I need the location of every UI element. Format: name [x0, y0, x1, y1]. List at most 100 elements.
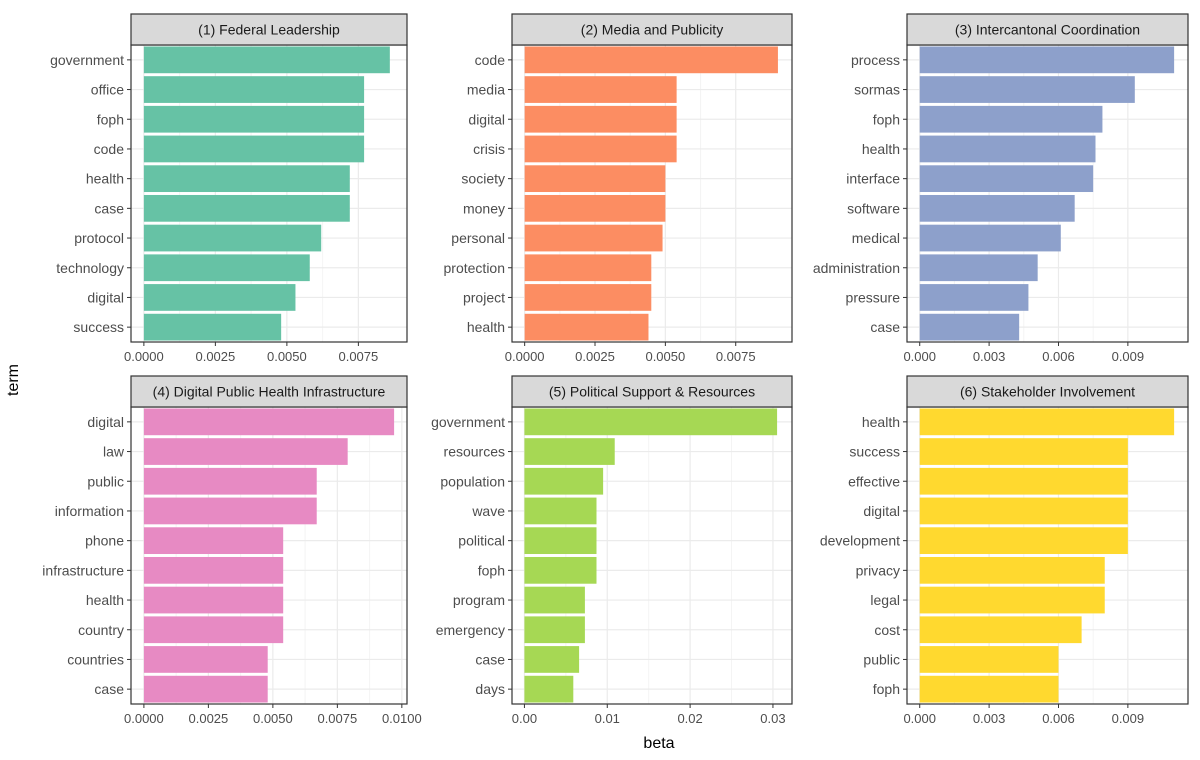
- bar-government: [524, 408, 778, 436]
- y-tick-label: protection: [444, 260, 505, 276]
- bar-political: [524, 527, 597, 555]
- bar-society: [524, 165, 666, 193]
- facet-title: (2) Media and Publicity: [581, 22, 723, 38]
- bar-foph: [919, 675, 1059, 703]
- bar-effective: [919, 467, 1128, 495]
- x-tick-label: 0.0075: [317, 711, 357, 726]
- y-axis-title: term: [5, 364, 22, 396]
- y-tick-label: cost: [874, 622, 900, 638]
- y-tick-label: case: [870, 319, 900, 335]
- bar-foph: [919, 105, 1103, 133]
- bar-digital: [919, 497, 1128, 525]
- y-tick-label: money: [463, 200, 505, 216]
- y-tick-label: law: [103, 444, 125, 460]
- bar-crisis: [524, 135, 677, 163]
- x-tick-label: 0.0050: [253, 711, 293, 726]
- bar-public: [919, 646, 1059, 673]
- bar-digital: [143, 284, 296, 311]
- x-tick-label: 0.01: [595, 711, 620, 726]
- y-tick-label: resources: [444, 444, 505, 460]
- facet-3: (3) Intercantonal Coordination process sor…: [813, 13, 1189, 364]
- facet-1: (1) Federal Leadership government office fo…: [50, 13, 408, 364]
- bar-office: [143, 76, 365, 103]
- x-tick-label: 0.0000: [124, 349, 164, 364]
- y-tick-label: administration: [813, 260, 900, 276]
- bar-personal: [524, 224, 663, 252]
- facet-4: (4) Digital Public Health Infrastructure…: [42, 375, 422, 726]
- bar-wave: [524, 497, 597, 525]
- y-tick-label: foph: [478, 562, 505, 578]
- y-tick-label: digital: [468, 111, 505, 127]
- x-tick-label: 0.000: [903, 711, 936, 726]
- y-tick-label: government: [431, 414, 505, 430]
- facet-strip: [511, 375, 793, 408]
- facet-panels: (1) Federal Leadership government office fo…: [42, 13, 1189, 726]
- y-tick-label: emergency: [436, 622, 505, 638]
- x-tick-label: 0.0100: [382, 711, 422, 726]
- facet-title: (6) Stakeholder Involvement: [960, 384, 1135, 400]
- bar-health: [143, 165, 350, 193]
- bar-foph: [524, 556, 597, 584]
- bar-public: [143, 467, 317, 495]
- x-tick-label: 0.009: [1112, 349, 1145, 364]
- y-tick-label: case: [94, 681, 124, 697]
- y-tick-label: health: [467, 319, 505, 335]
- x-tick-label: 0.000: [903, 349, 936, 364]
- bar-emergency: [524, 616, 585, 644]
- bar-technology: [143, 254, 310, 282]
- y-tick-label: success: [849, 444, 900, 460]
- bar-process: [919, 46, 1175, 74]
- bar-country: [143, 616, 284, 644]
- bar-case: [524, 646, 580, 673]
- y-tick-label: phone: [85, 533, 124, 549]
- y-tick-label: days: [475, 681, 505, 697]
- y-tick-label: political: [458, 533, 505, 549]
- facet-title: (5) Political Support & Resources: [549, 384, 755, 400]
- y-tick-label: wave: [471, 503, 505, 519]
- y-tick-label: countries: [67, 651, 124, 667]
- y-tick-label: success: [73, 319, 124, 335]
- x-tick-label: 0.009: [1112, 711, 1145, 726]
- bar-health: [524, 313, 649, 341]
- bar-media: [524, 76, 677, 103]
- bar-case: [143, 194, 350, 222]
- facet-title: (3) Intercantonal Coordination: [955, 22, 1140, 38]
- facet-6: (6) Stakeholder Involvement health success…: [820, 375, 1189, 726]
- facet-2: (2) Media and Publicity code media digital c…: [444, 13, 793, 364]
- y-tick-label: infrastructure: [42, 562, 124, 578]
- x-tick-label: 0.0050: [645, 349, 685, 364]
- y-tick-label: digital: [87, 414, 124, 430]
- facet-title: (1) Federal Leadership: [198, 22, 340, 38]
- bar-program: [524, 586, 585, 614]
- y-tick-label: health: [86, 592, 124, 608]
- bar-digital: [143, 408, 395, 436]
- y-tick-label: society: [461, 171, 505, 187]
- y-tick-label: medical: [852, 230, 900, 246]
- x-tick-label: 0.0000: [124, 711, 164, 726]
- y-tick-label: sormas: [854, 82, 900, 98]
- y-tick-label: legal: [870, 592, 900, 608]
- x-axis-title: beta: [643, 735, 674, 752]
- bar-interface: [919, 165, 1094, 193]
- bar-government: [143, 46, 390, 74]
- y-tick-label: health: [86, 171, 124, 187]
- bar-resources: [524, 438, 615, 465]
- y-tick-label: development: [820, 533, 900, 549]
- y-tick-label: technology: [56, 260, 124, 276]
- bar-privacy: [919, 556, 1105, 584]
- bar-foph: [143, 105, 365, 133]
- x-tick-label: 0.006: [1042, 349, 1075, 364]
- y-tick-label: digital: [863, 503, 900, 519]
- bar-case: [143, 675, 268, 703]
- x-tick-label: 0.0025: [195, 349, 235, 364]
- bar-software: [919, 194, 1075, 222]
- y-tick-label: effective: [848, 473, 900, 489]
- y-tick-label: office: [91, 82, 124, 98]
- x-tick-label: 0.0025: [575, 349, 615, 364]
- bar-infrastructure: [143, 556, 284, 584]
- bar-code: [524, 46, 778, 74]
- bar-countries: [143, 646, 268, 673]
- x-tick-label: 0.03: [760, 711, 785, 726]
- bar-population: [524, 467, 604, 495]
- y-tick-label: case: [94, 200, 124, 216]
